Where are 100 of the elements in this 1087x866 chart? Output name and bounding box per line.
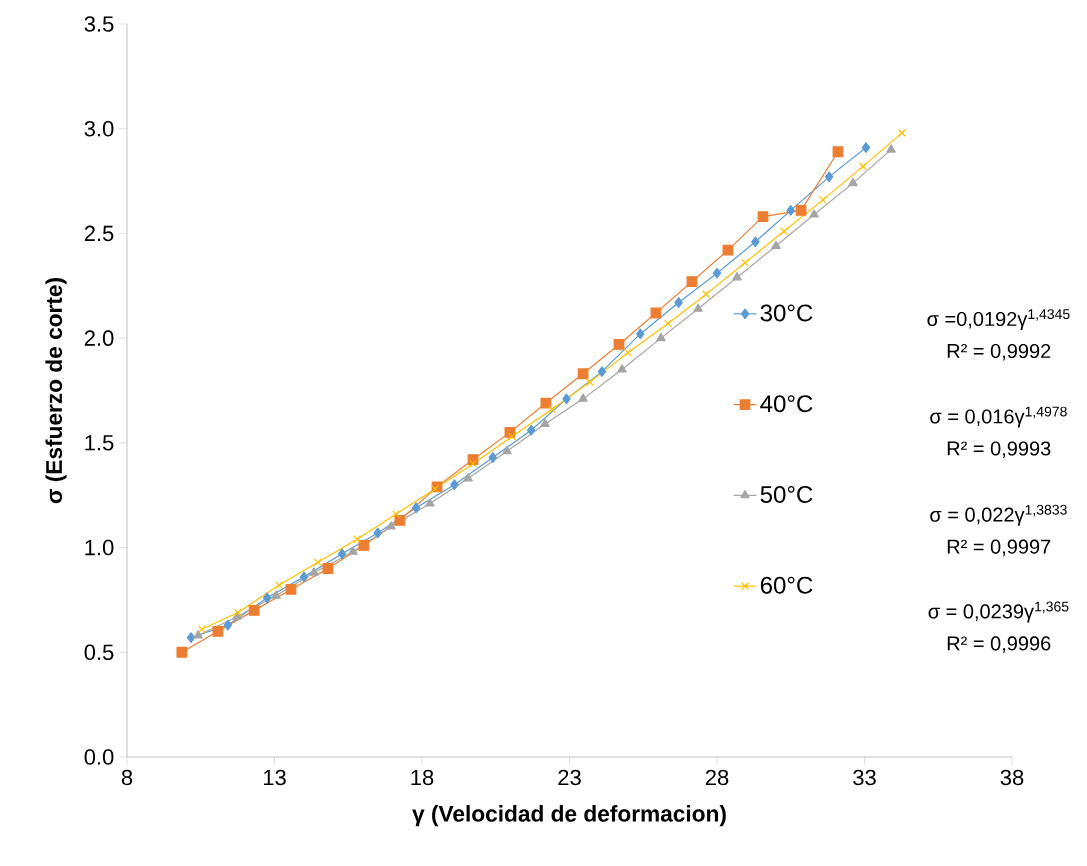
point — [859, 162, 868, 171]
point — [313, 558, 322, 567]
point — [617, 364, 627, 373]
point — [712, 267, 722, 279]
point — [578, 393, 588, 402]
point — [795, 204, 807, 216]
x-tick-label: 38 — [1000, 769, 1024, 786]
point — [732, 272, 742, 281]
point — [613, 339, 625, 350]
point — [786, 204, 795, 216]
point — [779, 227, 788, 236]
annotation: σ =0,0192γ$^{1,4345}$ — [927, 309, 1070, 331]
point — [450, 479, 459, 491]
point — [585, 378, 594, 387]
point — [722, 244, 734, 256]
point — [394, 514, 406, 526]
y-tick-label: 2.0 — [84, 330, 114, 346]
point — [309, 567, 319, 576]
x-tick-label: 23 — [558, 769, 581, 786]
point — [299, 571, 309, 583]
point — [702, 290, 711, 299]
y-tick-label: 3.0 — [84, 120, 114, 137]
y-tick-label: 1.5 — [85, 435, 114, 451]
point — [848, 177, 858, 187]
legend-label: 50°C — [760, 485, 813, 503]
point — [597, 366, 607, 378]
point — [463, 473, 473, 482]
point — [193, 630, 203, 639]
point — [271, 590, 281, 599]
point — [411, 502, 421, 514]
y-tick-label: 2.5 — [84, 225, 114, 242]
point — [212, 625, 224, 637]
point — [741, 258, 750, 267]
annotation: σ = 0,016γ$^{1,4978}$ — [930, 406, 1067, 428]
legend-label: 60°C — [760, 576, 813, 594]
point — [693, 303, 703, 312]
point — [824, 171, 834, 183]
point — [897, 128, 906, 137]
point — [507, 432, 516, 441]
point — [548, 405, 557, 414]
point — [248, 604, 260, 616]
point — [771, 240, 781, 249]
x-tick-label: 33 — [853, 769, 876, 786]
point — [577, 368, 589, 380]
point — [562, 393, 571, 405]
point — [373, 527, 382, 539]
point — [886, 144, 896, 153]
point — [526, 424, 536, 436]
point — [348, 546, 358, 555]
point — [353, 535, 362, 544]
y-tick-label: 3.5 — [84, 16, 114, 32]
point — [832, 146, 844, 158]
y-axis-title: σ (Esfuerzo de corte) — [45, 278, 67, 504]
point — [861, 142, 871, 153]
point — [623, 348, 632, 357]
point — [358, 540, 370, 551]
legend-label: 40°C — [760, 395, 813, 413]
point — [392, 510, 401, 519]
x-tick-label: 28 — [705, 769, 729, 786]
point — [274, 581, 283, 590]
point — [186, 632, 196, 644]
point — [502, 445, 512, 455]
point — [540, 397, 552, 409]
point — [809, 209, 819, 218]
annotation: R² = 0,9992 — [947, 343, 1051, 361]
annotation: R² = 0,9993 — [947, 441, 1051, 458]
point — [674, 297, 683, 308]
point — [656, 332, 666, 342]
point — [686, 276, 698, 287]
point — [197, 625, 206, 634]
annotation: R² = 0,9996 — [947, 636, 1051, 653]
point — [386, 521, 396, 530]
legend-label: 30°C — [760, 304, 813, 322]
point — [430, 484, 439, 493]
point — [469, 459, 478, 468]
point — [176, 646, 188, 658]
point — [425, 498, 435, 507]
x-tick-label: 13 — [263, 769, 286, 786]
point — [285, 584, 297, 595]
point — [650, 307, 662, 319]
y-tick-label: 0.0 — [84, 749, 114, 765]
point — [337, 548, 347, 560]
point — [262, 592, 272, 604]
point — [757, 211, 769, 223]
y-tick-label: 1.0 — [85, 539, 114, 556]
point — [664, 319, 673, 328]
annotation: σ = 0,022γ$^{1,3833}$ — [930, 504, 1067, 526]
point — [751, 236, 760, 248]
y-tick-label: 0.5 — [84, 644, 114, 661]
point — [636, 328, 645, 340]
x-tick-label: 18 — [411, 769, 434, 786]
point — [223, 619, 233, 631]
point — [540, 418, 550, 427]
point — [488, 452, 497, 463]
point — [322, 563, 334, 574]
x-axis-title: γ (Velocidad de deformacion) — [412, 805, 726, 827]
annotation: σ = 0,0239γ$^{1,365}$ — [928, 601, 1069, 623]
x-tick-label: 8 — [121, 769, 133, 786]
point — [818, 195, 827, 204]
annotation: R² = 0,9997 — [947, 539, 1051, 557]
